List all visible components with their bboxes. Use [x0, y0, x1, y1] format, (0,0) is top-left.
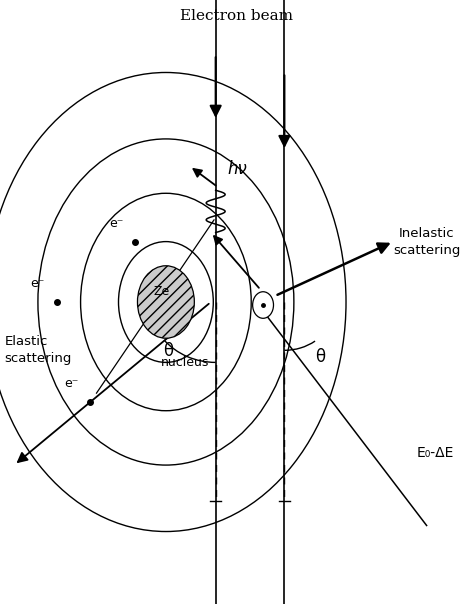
Text: Ze: Ze: [153, 284, 169, 298]
Circle shape: [253, 292, 273, 318]
Text: Inelastic
scattering: Inelastic scattering: [393, 226, 460, 257]
Circle shape: [137, 266, 194, 338]
Text: Elastic
scattering: Elastic scattering: [5, 335, 72, 365]
Text: e⁻: e⁻: [31, 277, 45, 291]
Text: e⁻: e⁻: [64, 377, 78, 390]
Text: θ: θ: [315, 349, 325, 367]
Text: nucleus: nucleus: [161, 356, 209, 370]
Text: E₀-ΔE: E₀-ΔE: [417, 446, 455, 460]
Text: e⁻: e⁻: [109, 217, 123, 230]
Text: θ: θ: [163, 342, 173, 361]
Text: Electron beam: Electron beam: [181, 9, 293, 23]
Text: hν: hν: [228, 160, 247, 178]
